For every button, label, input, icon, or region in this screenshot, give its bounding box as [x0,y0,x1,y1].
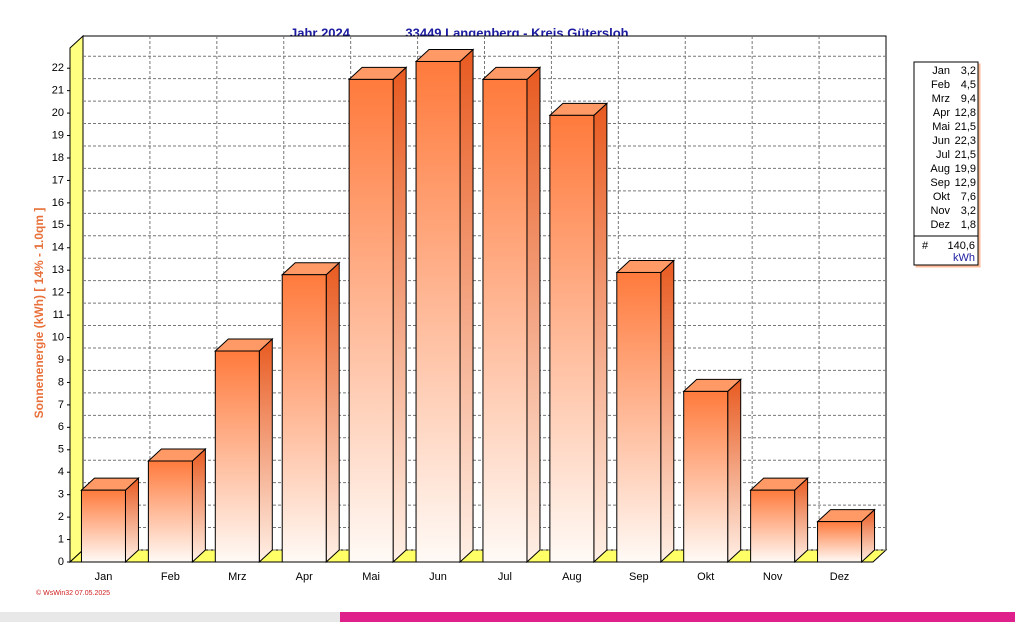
legend-label: Sep [930,177,950,189]
y-tick-label: 19 [52,129,64,141]
y-tick-label: 3 [58,489,64,501]
y-tick-label: 7 [58,399,64,411]
legend-value: 3,2 [961,65,976,77]
y-tick-label: 13 [52,264,64,276]
legend-label: Jul [936,149,950,161]
bar-side [727,378,742,564]
legend-total-value: 140,6 [947,240,975,252]
y-tick-label: 21 [52,85,64,97]
legend-label: Mrz [932,93,950,105]
legend-label: Mai [932,121,950,133]
legend-label: Dez [930,219,950,231]
x-tick-label: Jun [429,571,447,583]
bar-side [660,259,675,564]
legend-total-symbol: # [922,240,929,252]
bar-side [325,261,340,564]
x-tick-label: Mai [362,571,380,583]
x-tick-label: Apr [296,571,313,583]
y-tick-label: 4 [58,466,64,478]
y-tick-label: 9 [58,354,64,366]
y-tick-label: 11 [53,309,64,321]
x-tick-label: Okt [697,571,714,583]
y-tick-label: 2 [58,511,64,523]
legend-label: Feb [931,79,950,91]
legend-value: 12,9 [955,177,976,189]
legend-value: 19,9 [955,163,976,175]
x-tick-label: Sep [629,571,649,583]
y-tick-label: 18 [52,152,64,164]
legend-box [913,61,979,266]
x-tick-label: Dez [830,571,850,583]
legend-value: 22,3 [955,135,976,147]
legend-label: Apr [933,107,950,119]
y-tick-label: 8 [58,376,64,388]
bar-side [593,102,608,564]
y-tick-label: 0 [58,556,64,568]
bar [817,521,863,563]
legend-label: Okt [933,191,950,203]
y-tick-label: 17 [52,174,64,186]
x-tick-label: Nov [763,571,783,583]
bar [616,271,662,563]
legend-label: Jun [932,135,950,147]
bar [683,390,729,563]
footer: © WsWin32 07.05.2025 [36,589,110,597]
bar-side [258,337,273,564]
bar [482,78,528,563]
taskbar-strip [340,612,1015,622]
y-tick-label: 16 [52,197,64,209]
legend-value: 3,2 [961,205,976,217]
y-tick-label: 15 [52,219,64,231]
bar-side [794,477,809,564]
x-tick-label: Feb [161,571,180,583]
x-tick-label: Aug [562,571,582,583]
legend-value: 21,5 [955,149,976,161]
bar-side [392,66,407,564]
bar [348,78,394,563]
floor [68,549,888,563]
y-tick-label: 5 [58,444,64,456]
y-tick-label: 22 [52,62,64,74]
y-tick-label: 20 [52,107,64,119]
legend-label: Nov [930,205,950,217]
bar-side [459,48,474,564]
bar-side [191,447,206,564]
legend-label: Jan [932,65,950,77]
bar [214,350,260,563]
x-tick-label: Mrz [228,571,246,583]
legend-value: 12,8 [955,107,976,119]
bar [415,60,461,563]
y-tick-label: 12 [52,287,64,299]
y-tick-label: 10 [52,331,64,343]
bar-side [526,66,541,564]
legend-value: 4,5 [961,79,976,91]
bar [147,460,193,563]
legend-label: Aug [930,163,950,175]
bar [750,489,796,563]
left-wall [69,34,84,564]
bar [80,489,126,563]
bar [281,274,327,563]
y-tick-label: 1 [58,533,64,545]
y-tick-label: 6 [58,421,64,433]
bar-side [124,477,139,564]
legend-total-unit: kWh [953,252,975,264]
bar [549,114,595,563]
x-tick-label: Jul [498,571,512,583]
y-tick-label: 14 [52,242,64,254]
legend-value: 21,5 [955,121,976,133]
x-tick-label: Jan [95,571,113,583]
legend-value: 9,4 [961,93,976,105]
legend-value: 1,8 [961,219,976,231]
y-axis-label: Sonnenenergie (kWh) [ 14% - 1.0qm ] [32,208,46,419]
legend-value: 7,6 [961,191,976,203]
